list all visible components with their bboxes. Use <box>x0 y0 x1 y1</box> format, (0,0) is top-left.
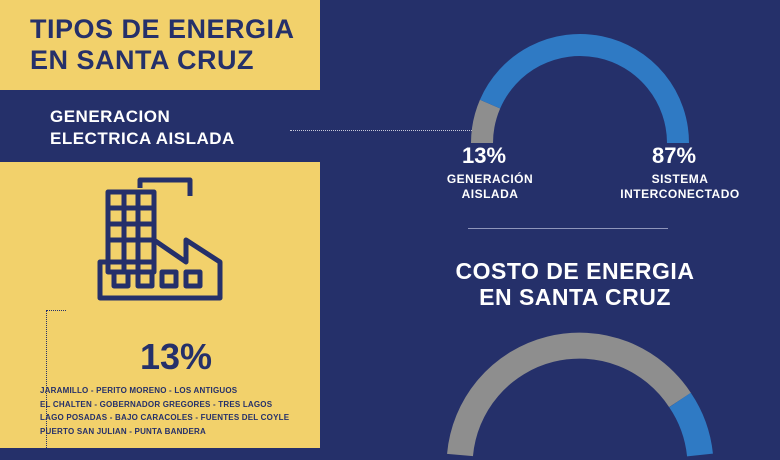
section-divider <box>468 228 668 229</box>
town-line: LAGO POSADAS - BAJO CARACOLES - FUENTES … <box>40 413 290 422</box>
isolated-percent: 13% <box>140 336 213 377</box>
cost-title-line1: COSTO DE ENERGIA <box>455 258 695 284</box>
town-line: PUERTO SAN JULIAN - PUNTA BANDERA <box>40 426 207 436</box>
left-panel-top <box>0 0 320 90</box>
main-title-line2: EN SANTA CRUZ <box>30 45 254 75</box>
factory-icon <box>97 177 223 301</box>
gauge-segment-isolated <box>471 99 501 144</box>
cost-title-line2: EN SANTA CRUZ <box>479 284 671 310</box>
main-title: TIPOS DE ENERGIA EN SANTA CRUZ <box>30 14 295 76</box>
cost-title: COSTO DE ENERGIA EN SANTA CRUZ <box>440 258 710 310</box>
band-title: GENERACION ELECTRICA AISLADA <box>50 106 235 150</box>
gauge-left-percent: 13% <box>462 143 507 168</box>
gauge-segment-interconnected <box>479 34 689 144</box>
dotted-connector <box>290 130 480 131</box>
dotted-bracket-vertical <box>46 310 47 448</box>
gauge-right-label-line2: INTERCONECTADO <box>620 187 740 201</box>
gauge-left-label-line2: AISLADA <box>461 187 519 201</box>
energy-cost-gauge <box>447 332 713 457</box>
gauge-right-label-line1: SISTEMA <box>651 172 709 186</box>
cost-gauge-segment-gray <box>447 332 691 457</box>
band-title-line2: ELECTRICA AISLADA <box>50 129 235 148</box>
town-line: JARAMILLO - PERITO MORENO - LOS ANTIGUOS <box>40 386 238 395</box>
cost-gauge-segment-blue <box>669 392 713 457</box>
infographic: TIPOS DE ENERGIA EN SANTA CRUZ GENERACIO… <box>0 0 760 457</box>
gauge-right-percent: 87% <box>652 143 697 168</box>
generation-band <box>0 90 320 162</box>
main-title-line1: TIPOS DE ENERGIA <box>30 14 295 44</box>
gauge-right-label: SISTEMA INTERCONECTADO <box>600 172 760 202</box>
dotted-bracket-horizontal <box>46 310 66 311</box>
energy-type-gauge <box>471 34 689 144</box>
band-title-line1: GENERACION <box>50 107 171 126</box>
gauge-left-label: GENERACIÓN AISLADA <box>430 172 550 202</box>
left-panel-bottom <box>0 162 320 448</box>
town-line: EL CHALTEN - GOBERNADOR GREGORES - TRES … <box>40 399 273 409</box>
gauge-left-label-line1: GENERACIÓN <box>446 172 534 186</box>
town-list: JARAMILLO - PERITO MORENO - LOS ANTIGUOS… <box>40 384 289 438</box>
